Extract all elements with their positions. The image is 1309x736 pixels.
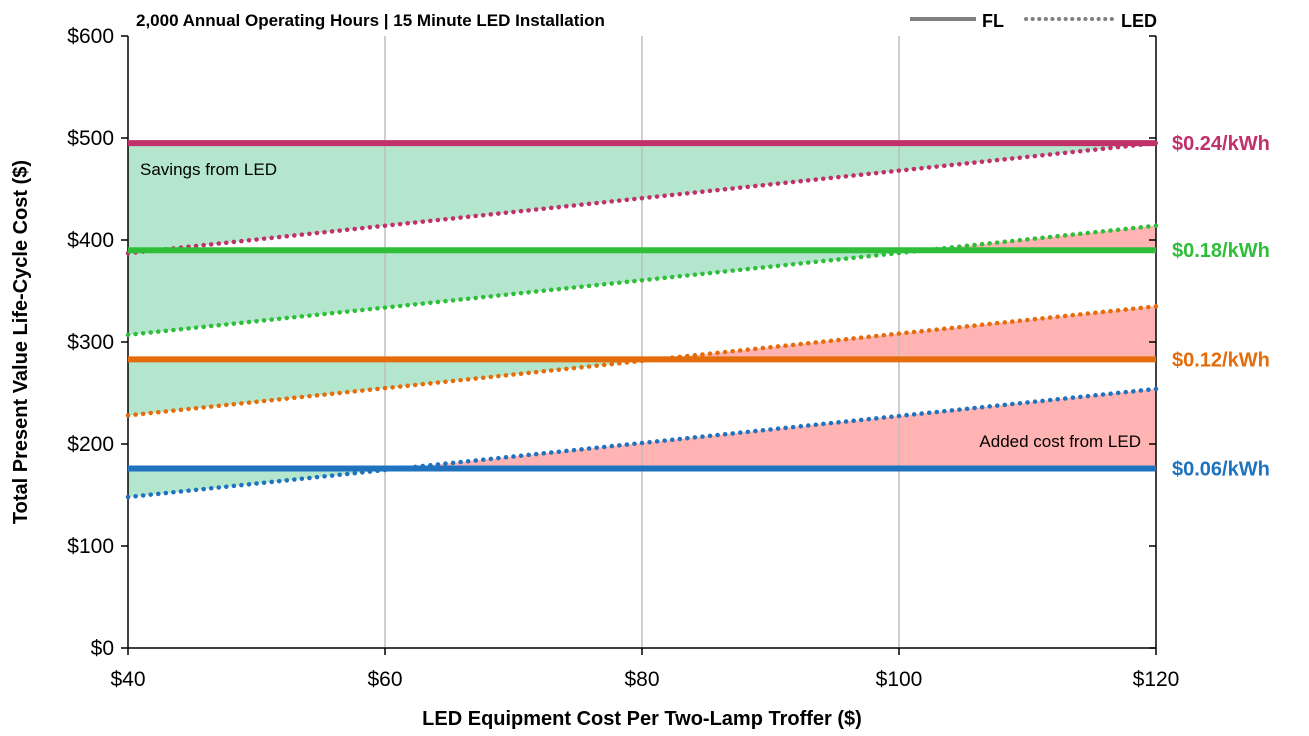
legend: FL LED bbox=[910, 11, 1157, 31]
led-line-2 bbox=[125, 304, 1159, 418]
y-axis-title: Total Present Value Life-Cycle Cost ($) bbox=[10, 160, 32, 524]
led-line-0 bbox=[125, 140, 1159, 256]
x-tick-label: $120 bbox=[1133, 668, 1180, 691]
tick-labels: $0 $100 $200 $300 $400 $500 $600 $40 $60 $80 $100 $… bbox=[67, 25, 1179, 691]
chart-title: 2,000 Annual Operating Hours | 15 Minute… bbox=[136, 11, 605, 30]
x-axis-title: LED Equipment Cost Per Two-Lamp Troffer … bbox=[422, 708, 862, 730]
x-tick-label: $80 bbox=[624, 668, 659, 691]
series-label-1: $0.18/kWh bbox=[1172, 240, 1270, 262]
savings-region-2 bbox=[128, 359, 657, 416]
y-tick-label: $400 bbox=[67, 229, 114, 252]
y-tick-label: $600 bbox=[67, 25, 114, 48]
y-tick-label: $100 bbox=[67, 535, 114, 558]
x-tick-label: $40 bbox=[110, 668, 145, 691]
series-label-2: $0.12/kWh bbox=[1172, 349, 1270, 371]
axes bbox=[121, 35, 1157, 655]
series-lines bbox=[125, 140, 1159, 500]
y-tick-label: $500 bbox=[67, 127, 114, 150]
legend-led-label: LED bbox=[1121, 11, 1157, 31]
x-tick-label: $100 bbox=[876, 668, 923, 691]
x-tick-label: $60 bbox=[367, 668, 402, 691]
led-line-1 bbox=[125, 223, 1159, 338]
grid-lines bbox=[384, 36, 900, 648]
y-tick-label: $300 bbox=[67, 331, 114, 354]
savings-annotation: Savings from LED bbox=[140, 160, 277, 179]
legend-fl-label: FL bbox=[982, 11, 1004, 31]
series-label-0: $0.24/kWh bbox=[1172, 133, 1270, 155]
series-labels: $0.24/kWh $0.18/kWh $0.12/kWh $0.06/kWh bbox=[1172, 133, 1270, 480]
y-tick-label: $200 bbox=[67, 433, 114, 456]
added-cost-annotation: Added cost from LED bbox=[979, 432, 1141, 451]
y-tick-label: $0 bbox=[91, 637, 114, 660]
series-label-3: $0.06/kWh bbox=[1172, 458, 1270, 480]
led-line-3 bbox=[125, 386, 1159, 500]
